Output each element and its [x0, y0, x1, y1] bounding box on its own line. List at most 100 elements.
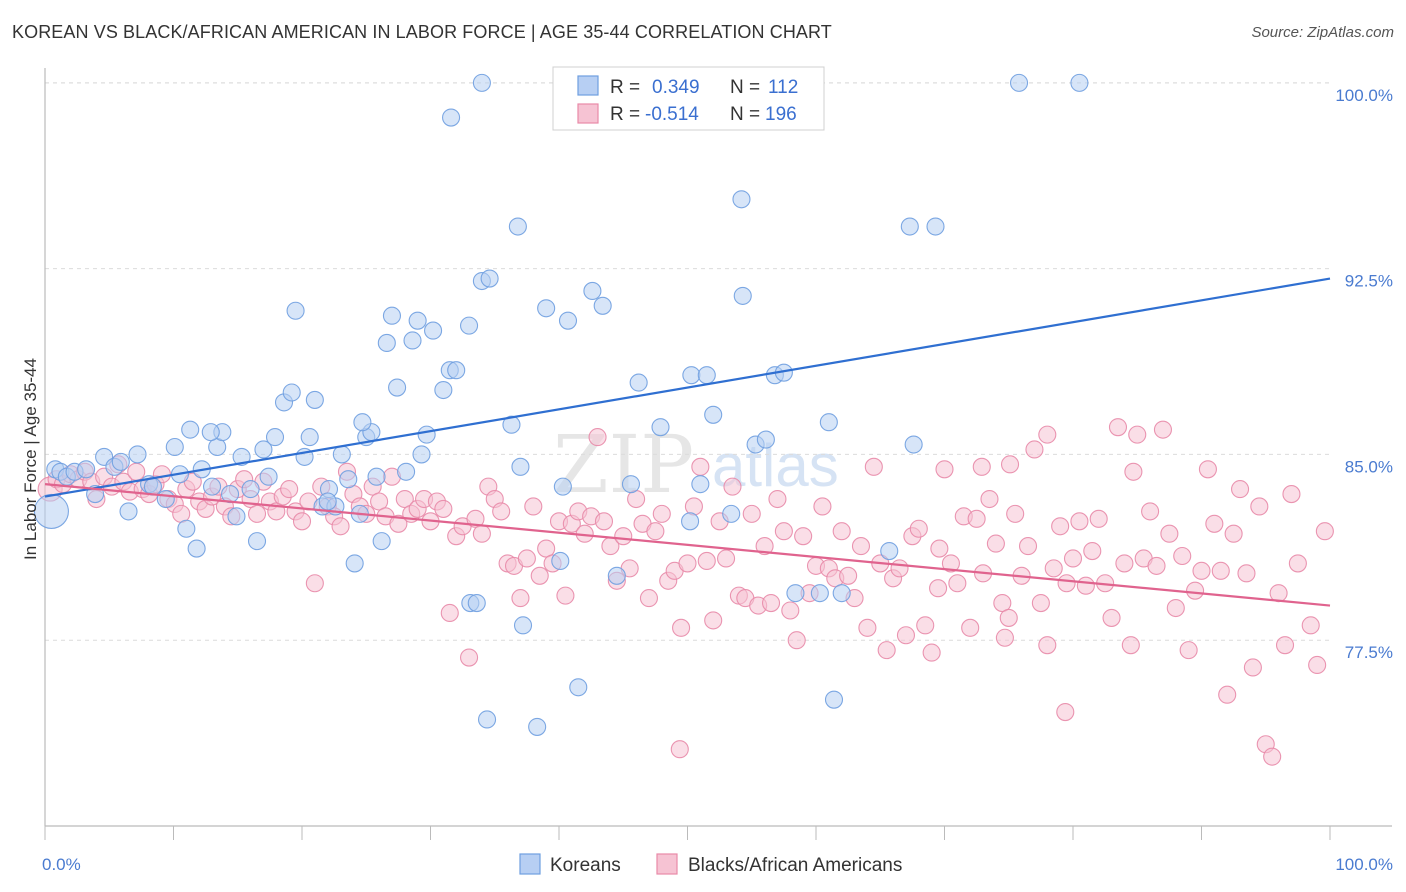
point-blacks: [941, 554, 960, 573]
point-koreans: [508, 217, 527, 236]
point-blacks: [1006, 504, 1025, 523]
point-koreans: [459, 316, 479, 335]
point-koreans: [732, 190, 751, 209]
point-koreans: [472, 73, 491, 92]
point-koreans: [128, 445, 147, 464]
point-blacks: [972, 457, 991, 476]
point-blacks: [1038, 425, 1057, 444]
point-blacks: [858, 618, 877, 637]
point-koreans: [447, 361, 466, 380]
point-blacks: [1275, 636, 1295, 655]
point-koreans: [232, 447, 251, 466]
point-blacks: [995, 628, 1014, 647]
point-blacks: [1288, 554, 1307, 573]
point-blacks: [639, 589, 659, 608]
point-blacks: [909, 519, 928, 538]
point-blacks: [1282, 485, 1301, 504]
point-blacks: [1243, 658, 1262, 677]
chart-source: Source: ZipAtlas.com: [1251, 24, 1394, 41]
point-koreans: [551, 551, 570, 570]
point-koreans: [247, 532, 267, 551]
point-blacks: [1000, 455, 1020, 474]
point-koreans: [417, 425, 436, 444]
point-blacks: [948, 574, 967, 593]
point-blacks: [1063, 549, 1083, 568]
point-koreans: [177, 519, 196, 538]
point-koreans: [119, 502, 138, 521]
point-blacks: [890, 559, 909, 578]
bottom-legend-koreans: Koreans: [550, 855, 621, 876]
point-koreans: [339, 470, 358, 489]
point-blacks: [684, 497, 703, 516]
bottom-legend-swatch-koreans: [519, 853, 541, 875]
point-blacks: [1186, 581, 1205, 600]
point-koreans: [408, 311, 427, 330]
point-blacks: [1147, 556, 1166, 575]
x-tick-label: 100.0%: [1335, 855, 1393, 874]
point-blacks: [1141, 502, 1160, 521]
point-koreans: [201, 423, 220, 442]
point-koreans: [904, 435, 923, 454]
point-blacks: [922, 643, 941, 662]
point-blacks: [594, 512, 614, 531]
legend-n-label-2: N =: [730, 104, 760, 125]
x-tick-labels: 0.0% 100.0%: [42, 855, 1393, 874]
point-blacks: [247, 504, 267, 523]
point-koreans: [345, 554, 364, 573]
point-blacks: [1056, 703, 1075, 722]
point-blacks: [1153, 420, 1172, 439]
point-koreans: [372, 532, 391, 551]
chart-title: KOREAN VS BLACK/AFRICAN AMERICAN IN LABO…: [12, 22, 832, 42]
point-koreans: [442, 108, 461, 127]
legend-swatch-koreans: [577, 75, 599, 96]
point-koreans: [111, 452, 130, 471]
point-blacks: [839, 566, 858, 585]
point-blacks: [697, 551, 716, 570]
point-blacks: [935, 460, 954, 479]
point-blacks: [1301, 616, 1320, 635]
point-blacks: [1076, 576, 1095, 595]
point-koreans: [367, 467, 386, 486]
point-blacks: [781, 601, 800, 620]
legend-r-label-2: R =: [610, 104, 640, 125]
point-blacks: [1179, 641, 1198, 660]
point-blacks: [440, 603, 459, 623]
point-blacks: [292, 512, 312, 531]
point-blacks: [280, 480, 299, 499]
point-koreans: [382, 306, 402, 325]
trend-line-blacks: [44, 483, 1331, 607]
point-koreans: [434, 380, 453, 400]
point-blacks: [691, 457, 710, 476]
point-koreans: [265, 428, 285, 447]
point-koreans: [203, 477, 222, 496]
point-blacks: [127, 462, 146, 481]
point-blacks: [459, 648, 479, 667]
point-koreans: [810, 584, 829, 603]
point-koreans: [403, 331, 422, 350]
point-koreans: [412, 445, 431, 464]
point-blacks: [1160, 524, 1179, 543]
point-koreans: [900, 217, 919, 236]
point-koreans: [733, 286, 752, 305]
point-koreans: [227, 507, 246, 526]
point-koreans: [77, 460, 96, 479]
point-blacks: [1198, 460, 1217, 479]
point-blacks: [877, 641, 896, 660]
point-blacks: [930, 539, 949, 558]
point-blacks: [556, 586, 575, 605]
point-koreans: [691, 475, 710, 494]
legend-n-value-1: 112: [768, 77, 798, 98]
point-koreans: [880, 541, 899, 561]
point-blacks: [1308, 655, 1327, 675]
point-blacks: [1124, 462, 1143, 481]
point-blacks: [813, 497, 832, 516]
point-koreans: [502, 415, 521, 434]
point-koreans: [467, 594, 486, 613]
point-blacks: [1224, 524, 1243, 543]
series-legend: Koreans Blacks/African Americans: [519, 853, 902, 876]
point-blacks: [761, 594, 781, 613]
point-koreans: [332, 445, 351, 464]
point-blacks: [1315, 522, 1334, 541]
point-koreans: [187, 539, 206, 558]
trend-lines: [44, 277, 1331, 607]
